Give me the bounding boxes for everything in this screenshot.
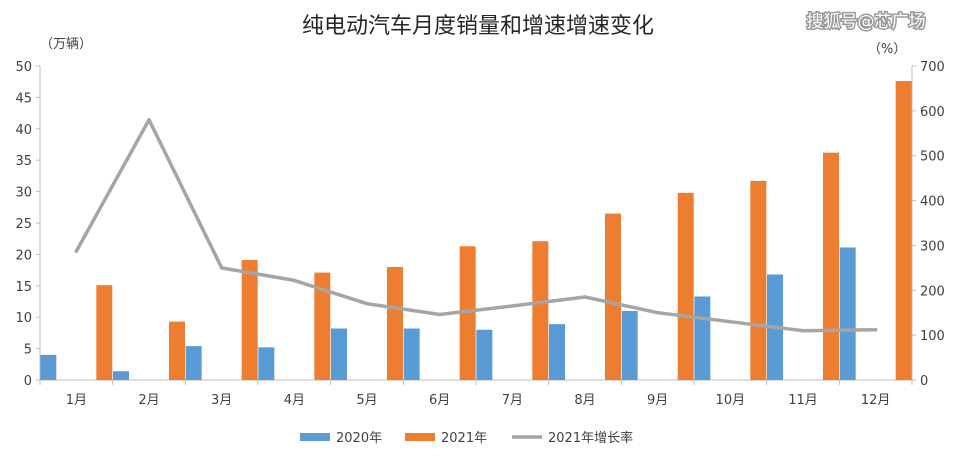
y-tick-label: 5 — [24, 343, 32, 358]
line-point — [728, 319, 733, 324]
x-tick-label: 10月 — [716, 393, 746, 408]
bar-2020年 — [331, 328, 347, 380]
legend-label: 2021年 — [441, 431, 487, 446]
line-point — [655, 310, 660, 315]
legend-label: 2021年增长率 — [548, 430, 633, 446]
line-point — [873, 327, 878, 332]
y-tick-label: 10 — [15, 311, 32, 326]
line-series-2021年增长率 — [74, 118, 876, 333]
line-point — [437, 312, 442, 317]
bar-2021年 — [169, 321, 185, 380]
bar-2021年 — [387, 266, 403, 380]
y2-tick-label: 400 — [920, 195, 945, 210]
line-point — [147, 118, 151, 122]
bar-2020年 — [185, 346, 202, 380]
line-point — [583, 295, 587, 299]
bar-2020年 — [476, 329, 493, 380]
bar-2021年 — [532, 241, 549, 380]
bar-2020年 — [113, 371, 129, 380]
x-tick-label: 12月 — [861, 393, 891, 408]
line-point — [219, 266, 224, 270]
y2-tick-label: 300 — [920, 239, 945, 254]
x-tick-label: 6月 — [429, 393, 450, 408]
y-axis-label: （万辆） — [40, 37, 92, 52]
y-tick-label: 20 — [15, 248, 32, 263]
bar-2021年 — [314, 272, 331, 380]
bar-2020年 — [258, 347, 275, 380]
line-point — [801, 328, 805, 333]
line-point — [510, 304, 515, 308]
x-tick-label: 2月 — [138, 393, 159, 408]
bar-2020年 — [549, 324, 565, 380]
y-tick-label: 15 — [15, 280, 32, 295]
x-tick-label: 7月 — [502, 393, 523, 408]
plot-area: 0510152025303540455001002003004005006007… — [15, 60, 944, 446]
line-point — [74, 249, 79, 254]
x-tick-label: 4月 — [284, 393, 305, 408]
x-tick-label: 11月 — [788, 393, 818, 408]
bar-2020年 — [621, 310, 638, 380]
bar-2020年 — [403, 328, 420, 380]
legend-label: 2020年 — [336, 431, 382, 446]
y-tick-label: 50 — [15, 60, 32, 75]
y2-tick-label: 100 — [920, 329, 945, 344]
y-tick-label: 25 — [15, 217, 32, 232]
x-tick-label: 8月 — [574, 393, 595, 408]
chart-title: 纯电动汽车月度销量和增速增速变化 — [302, 14, 654, 39]
bar-2021年 — [750, 180, 767, 380]
y-tick-label: 40 — [15, 123, 32, 138]
y2-tick-label: 700 — [920, 60, 945, 75]
y2-tick-label: 200 — [920, 284, 945, 299]
legend-swatch — [405, 433, 435, 441]
y2-tick-label: 0 — [920, 374, 928, 389]
bar-2021年 — [459, 246, 476, 380]
bar-2021年 — [241, 260, 258, 380]
bar-2021年 — [96, 285, 113, 380]
line-point — [365, 301, 369, 306]
y-tick-label: 0 — [24, 374, 32, 389]
bar-2020年 — [694, 296, 711, 380]
y-tick-label: 45 — [15, 91, 32, 106]
y-tick-label: 35 — [15, 154, 32, 169]
y2-tick-label: 600 — [920, 105, 945, 120]
bar-2021年 — [895, 81, 912, 381]
x-tick-label: 3月 — [211, 393, 232, 408]
x-tick-label: 1月 — [66, 393, 87, 408]
x-tick-label: 9月 — [647, 393, 668, 408]
legend-swatch — [300, 433, 330, 441]
line-point — [292, 278, 297, 283]
watermark-text: 搜狐号@芯广场 — [807, 12, 926, 32]
bar-2021年 — [605, 213, 621, 380]
bar-2020年 — [839, 247, 856, 380]
y2-axis-label: （%） — [868, 42, 906, 57]
x-tick-label: 5月 — [356, 393, 377, 408]
bar-2021年 — [823, 152, 839, 380]
watermark: 搜狐号@芯广场 — [805, 11, 927, 34]
bar-2020年 — [40, 354, 57, 380]
bar-2021年 — [677, 192, 694, 380]
y-tick-label: 30 — [15, 186, 32, 201]
y2-tick-label: 500 — [920, 150, 945, 165]
